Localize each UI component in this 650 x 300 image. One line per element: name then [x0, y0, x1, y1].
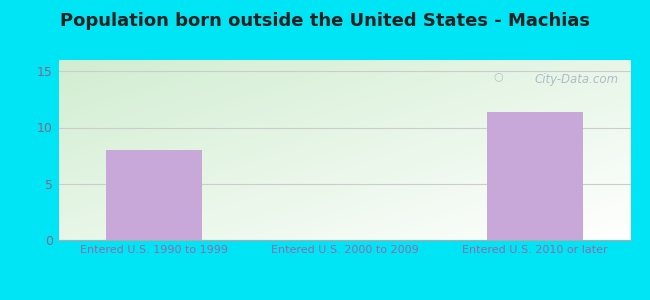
Bar	[488, 112, 583, 240]
Text: Population born outside the United States - Machias: Population born outside the United State…	[60, 12, 590, 30]
Text: ○: ○	[493, 72, 503, 82]
Text: City-Data.com: City-Data.com	[535, 73, 619, 85]
Bar	[106, 150, 202, 240]
